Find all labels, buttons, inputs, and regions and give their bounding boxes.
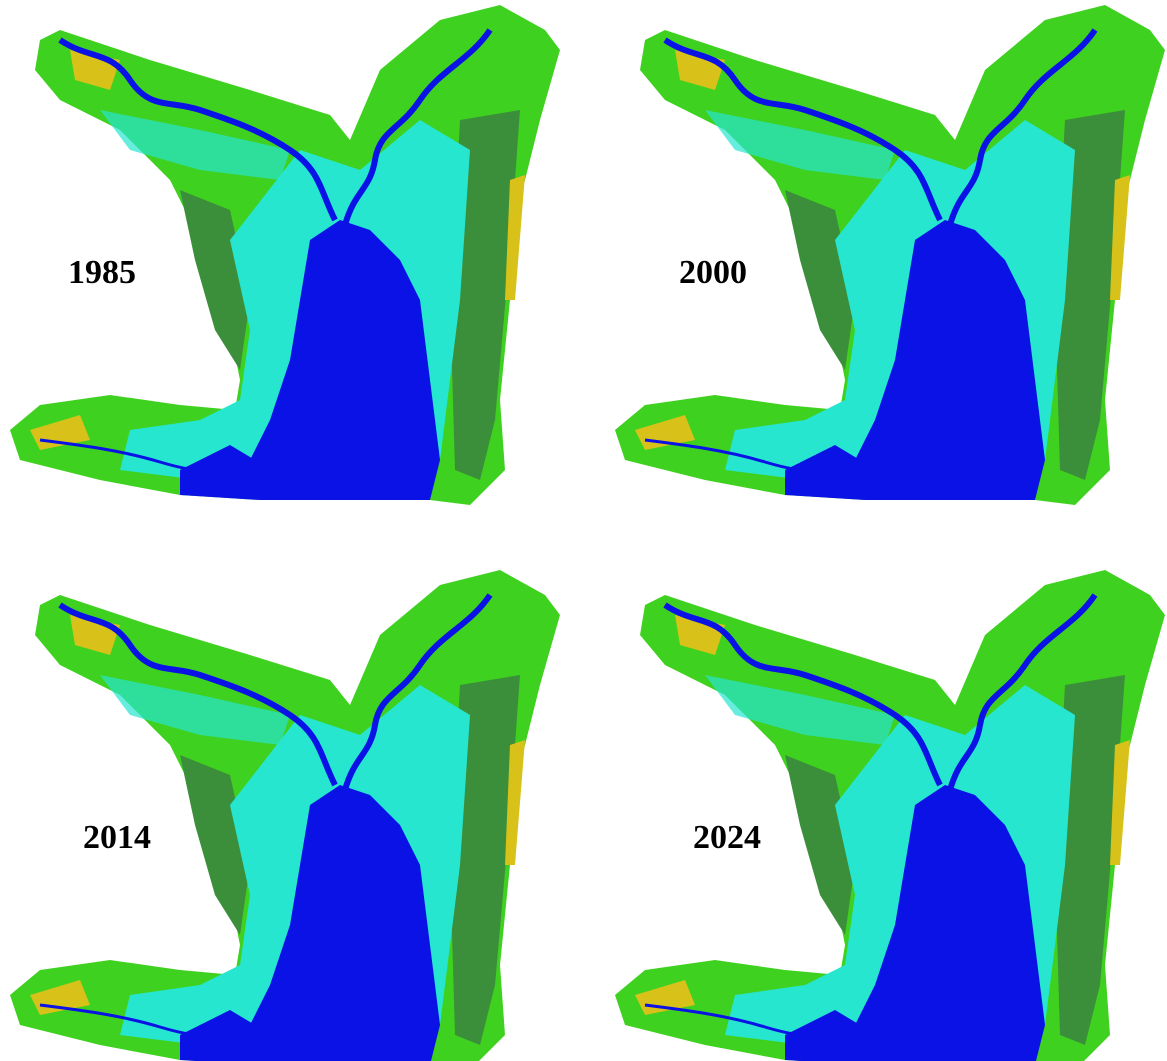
figure: 1985 2000 2014 2024 <box>0 0 1167 1061</box>
year-label: 2024 <box>693 819 761 856</box>
map-panel <box>615 570 1165 1061</box>
year-label: 2014 <box>83 819 151 856</box>
year-label: 1985 <box>68 254 136 291</box>
map-panel <box>10 570 560 1061</box>
year-label: 2000 <box>679 254 747 291</box>
